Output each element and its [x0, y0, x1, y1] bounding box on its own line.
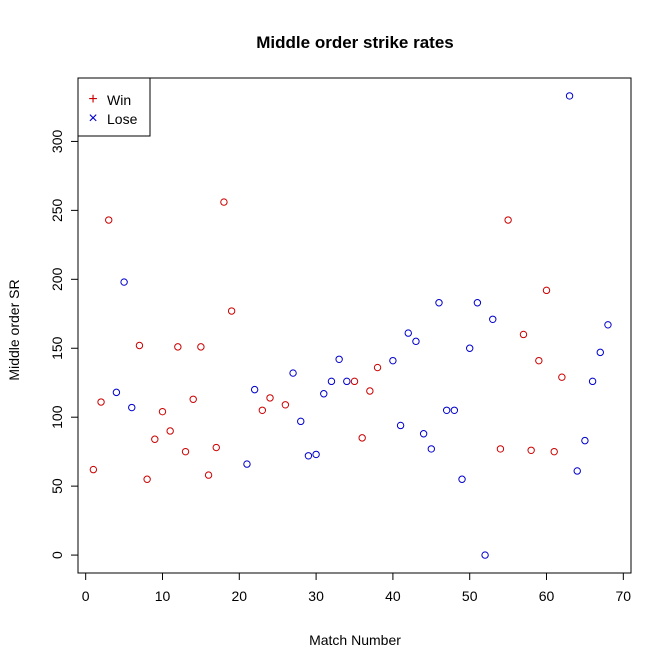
- point-win: [358, 434, 366, 442]
- y-axis-label: Middle order SR: [6, 279, 22, 380]
- point-win: [281, 401, 290, 409]
- point-lose: [565, 92, 574, 100]
- point-win: [519, 330, 528, 339]
- point-win: [366, 387, 374, 395]
- x-tick-label: 10: [155, 588, 171, 604]
- point-win: [166, 427, 174, 435]
- legend-label: Win: [107, 92, 131, 108]
- point-win: [89, 465, 98, 474]
- x-tick-label: 30: [308, 588, 324, 604]
- legend: + Win × Lose: [77, 77, 151, 137]
- x-tick-label: 20: [232, 588, 248, 604]
- y-tick-label: 0: [49, 551, 65, 559]
- point-win: [151, 435, 159, 443]
- point-lose: [243, 460, 251, 468]
- y-tick-label: 200: [49, 267, 65, 291]
- point-lose: [604, 321, 612, 329]
- point-win: [266, 394, 274, 402]
- point-lose: [588, 377, 597, 386]
- point-lose: [128, 403, 136, 412]
- point-win: [105, 216, 113, 224]
- point-lose: [458, 475, 466, 483]
- point-lose: [389, 356, 397, 365]
- point-win: [204, 471, 213, 479]
- point-lose: [450, 406, 459, 414]
- point-lose: [427, 445, 436, 453]
- point-lose: [289, 369, 297, 377]
- point-win: [542, 286, 551, 295]
- y-tick-label: 250: [49, 198, 65, 222]
- point-lose: [312, 450, 320, 459]
- point-lose: [435, 299, 443, 307]
- point-win: [143, 475, 151, 483]
- point-lose: [596, 348, 604, 357]
- point-lose: [481, 551, 489, 559]
- point-win: [181, 447, 190, 456]
- data-points: [89, 92, 612, 559]
- x-tick-label: 40: [385, 588, 401, 604]
- point-lose: [250, 385, 259, 394]
- point-win: [97, 398, 105, 406]
- point-win: [158, 407, 167, 416]
- point-lose: [120, 278, 128, 286]
- point-win: [496, 445, 505, 453]
- x-tick-label: 60: [539, 588, 555, 604]
- x-tick-label: 0: [82, 588, 90, 604]
- point-lose: [327, 377, 336, 386]
- point-lose: [112, 388, 121, 397]
- x-tick-label: 70: [616, 588, 632, 604]
- y-tick-label: 150: [49, 336, 65, 360]
- point-win: [220, 198, 228, 206]
- x-tick-label: 50: [462, 588, 478, 604]
- x-axis-label: Match Number: [309, 632, 401, 648]
- point-lose: [473, 299, 482, 307]
- point-win: [189, 395, 197, 403]
- point-lose: [404, 329, 412, 337]
- legend-marker-icon: ×: [88, 110, 97, 127]
- point-lose: [442, 406, 451, 414]
- point-lose: [304, 452, 313, 460]
- point-win: [258, 406, 267, 414]
- point-win: [350, 377, 359, 386]
- point-win: [227, 307, 236, 315]
- point-lose: [489, 315, 497, 323]
- point-lose: [419, 430, 428, 438]
- chart-title: Middle order strike rates: [256, 33, 453, 52]
- point-lose: [335, 355, 343, 363]
- plot-frame: [77, 77, 632, 574]
- legend-label: Lose: [107, 111, 138, 127]
- point-win: [504, 216, 512, 224]
- point-win: [527, 446, 535, 454]
- point-lose: [343, 377, 351, 386]
- point-win: [212, 443, 220, 452]
- point-lose: [581, 436, 589, 445]
- point-lose: [412, 337, 420, 346]
- point-lose: [573, 467, 581, 475]
- point-win: [197, 343, 205, 351]
- y-tick-label: 100: [49, 405, 65, 429]
- y-tick-label: 50: [49, 478, 65, 494]
- x-axis: 0 10 20 30 40 50 60 70: [82, 572, 632, 604]
- point-win: [174, 343, 182, 351]
- point-win: [535, 356, 543, 365]
- y-axis: 0 50 100 150 200 250 300: [49, 130, 79, 559]
- legend-marker-icon: +: [88, 91, 97, 108]
- point-lose: [297, 417, 305, 426]
- legend-box: [77, 77, 151, 137]
- point-win: [558, 373, 566, 381]
- point-lose: [320, 390, 328, 398]
- point-lose: [466, 344, 474, 352]
- point-win: [373, 363, 382, 372]
- point-win: [135, 341, 144, 350]
- point-lose: [396, 421, 405, 430]
- point-win: [550, 447, 558, 456]
- y-tick-label: 300: [49, 130, 65, 154]
